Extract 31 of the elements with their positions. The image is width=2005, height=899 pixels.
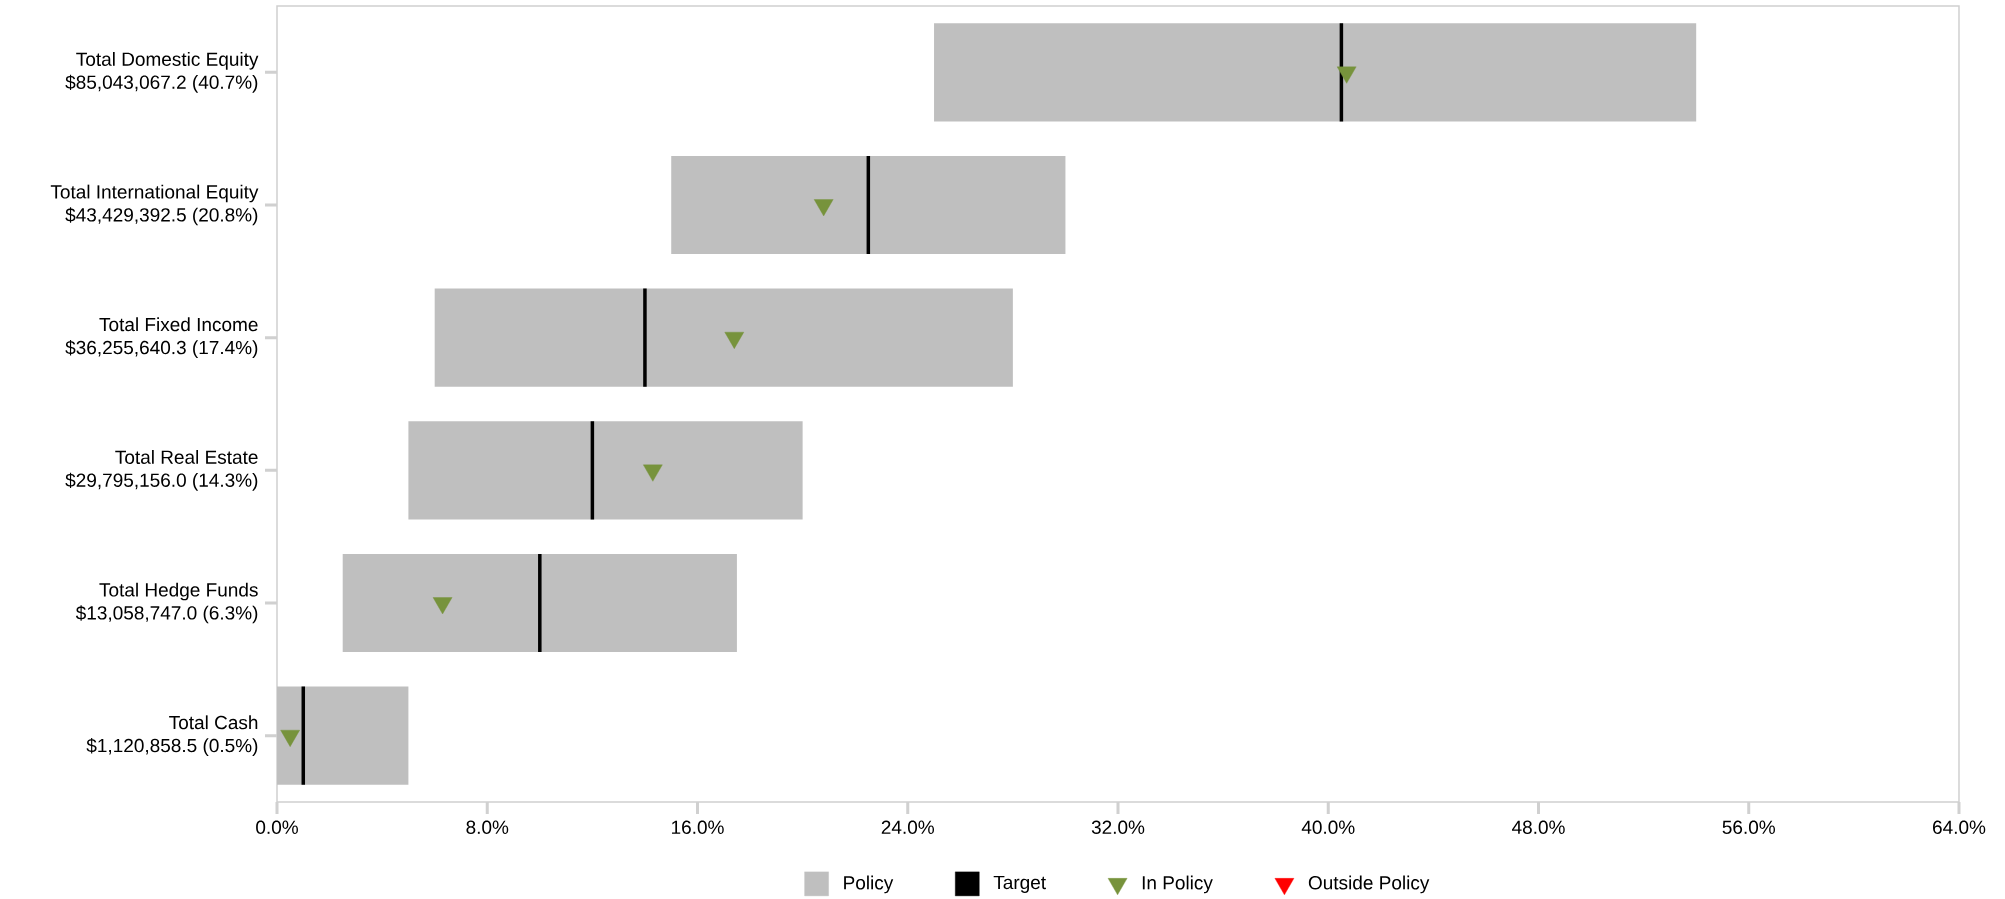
- y-tick-label: Total Real Estate $29,795,156.0 (14.3%): [65, 449, 258, 491]
- bar: [277, 686, 409, 785]
- x-tick-label: 32.0%: [1091, 820, 1145, 834]
- bar: [934, 23, 1697, 122]
- bar: [434, 288, 1013, 387]
- x-tick-label: 56.0%: [1722, 820, 1775, 834]
- y-tick-label: Total Fixed Income $36,255,640.3 (17.4%): [65, 317, 258, 359]
- y-tick-label: Total Domestic Equity $85,043,067.2 (40.7%): [65, 51, 259, 93]
- point: [813, 199, 834, 217]
- point: [724, 331, 745, 349]
- x-tick-label: 48.0%: [1512, 820, 1565, 834]
- bar: [342, 553, 737, 653]
- x-tick-label: 0.0%: [256, 820, 298, 834]
- y-tick-label: Total Hedge Funds $13,058,747.0 (6.3%): [75, 582, 258, 624]
- point: [1336, 66, 1357, 84]
- legend-label: Target: [993, 875, 1046, 893]
- legend-label: In Policy: [1142, 875, 1213, 894]
- x-tick-label: 64.0%: [1933, 820, 1986, 834]
- legend-label: Policy: [844, 875, 894, 894]
- bar: [671, 155, 1066, 255]
- point: [432, 597, 453, 615]
- x-tick-label: 40.0%: [1301, 820, 1355, 834]
- legend-label: Outside Policy: [1308, 875, 1430, 894]
- y-tick-label: Total Cash $1,120,858.5 (0.5%): [86, 715, 258, 757]
- bar: [408, 421, 803, 520]
- point: [643, 464, 663, 482]
- x-tick-label: 24.0%: [881, 820, 934, 834]
- x-tick-label: 8.0%: [466, 820, 509, 834]
- y-tick-label: Total International Equity $43,429,392.5 (20.8%): [50, 184, 259, 226]
- point: [280, 729, 300, 747]
- x-tick-label: 16.0%: [672, 820, 724, 834]
